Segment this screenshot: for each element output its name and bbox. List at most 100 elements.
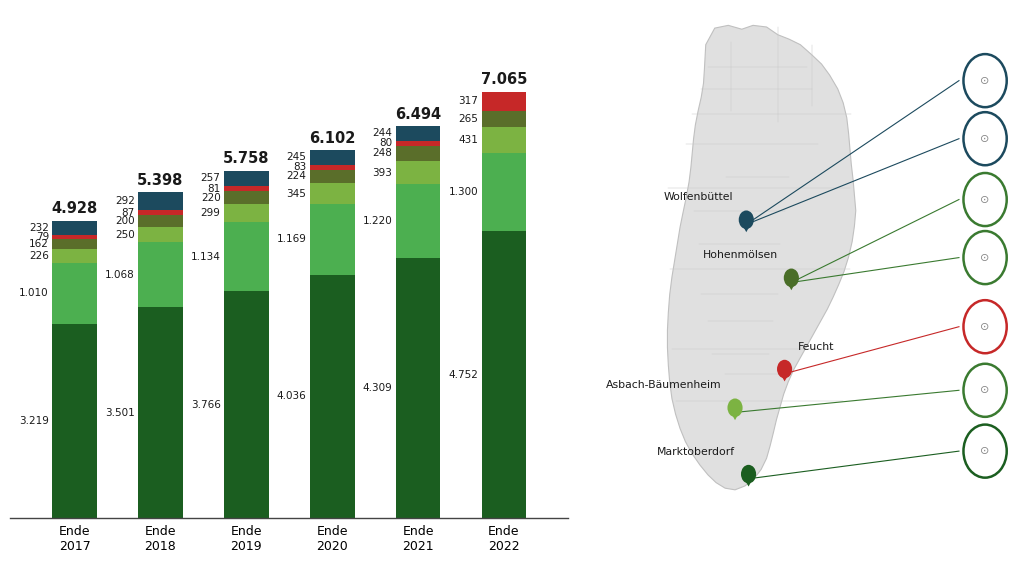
Circle shape [964,112,1007,165]
Text: Feucht: Feucht [798,342,835,351]
Text: Wolfenbüttel: Wolfenbüttel [664,192,733,202]
Circle shape [738,210,754,229]
Bar [224,291,268,518]
Text: 257: 257 [201,173,220,183]
Text: 317: 317 [459,96,478,106]
Text: 1.220: 1.220 [362,216,392,226]
Text: 81: 81 [207,184,220,194]
Bar [481,111,526,127]
Text: 393: 393 [373,168,392,177]
Text: ⊙: ⊙ [980,75,990,86]
Text: 220: 220 [201,193,220,203]
Text: 162: 162 [29,240,49,249]
Bar [310,183,354,204]
Bar [224,191,268,204]
Text: ⊙: ⊙ [980,134,990,143]
Bar [224,186,268,191]
Polygon shape [741,474,756,487]
Circle shape [741,465,756,483]
Text: 4.036: 4.036 [276,392,306,401]
Bar [138,228,183,242]
Text: 7.065: 7.065 [480,73,527,88]
Bar [310,275,354,518]
Bar [481,92,526,111]
Text: ⊙: ⊙ [980,253,990,263]
Text: ⊙: ⊙ [980,446,990,456]
Text: 3.219: 3.219 [19,416,49,426]
Polygon shape [728,408,742,420]
Circle shape [964,231,1007,284]
Bar [481,232,526,518]
Text: 245: 245 [287,152,306,162]
Bar [395,184,440,258]
Text: 1.169: 1.169 [276,234,306,244]
Text: 83: 83 [293,162,306,172]
Text: 1.068: 1.068 [105,270,135,279]
Bar [395,146,440,161]
Bar [395,141,440,146]
Text: 265: 265 [459,113,478,124]
Text: 431: 431 [459,135,478,145]
Text: 224: 224 [287,171,306,181]
Text: 4.309: 4.309 [362,383,392,393]
Text: 248: 248 [373,148,392,158]
Text: 3.501: 3.501 [105,408,135,418]
Bar [52,324,97,518]
Text: 292: 292 [115,196,135,206]
Circle shape [964,425,1007,478]
Text: 6.102: 6.102 [309,131,355,146]
Circle shape [964,173,1007,226]
Polygon shape [739,220,754,232]
Text: 79: 79 [36,232,49,242]
Circle shape [783,268,799,287]
Polygon shape [784,278,799,290]
Circle shape [727,399,742,417]
Text: 1.134: 1.134 [190,252,220,262]
Bar [395,258,440,518]
Circle shape [964,54,1007,107]
Text: 250: 250 [115,230,135,240]
Bar [52,249,97,263]
Bar [52,240,97,249]
Bar [138,192,183,210]
Bar [310,169,354,183]
Bar [224,222,268,291]
Bar [138,215,183,228]
Text: Asbach-Bäumenheim: Asbach-Bäumenheim [606,380,722,391]
Text: 200: 200 [115,216,135,226]
Text: 4.928: 4.928 [51,202,97,217]
Text: 345: 345 [287,188,306,199]
Text: Marktoberdorf: Marktoberdorf [657,446,735,457]
Text: 87: 87 [122,207,135,218]
Bar [52,263,97,324]
Bar [224,204,268,222]
Bar [481,153,526,232]
Text: Hohenmölsen: Hohenmölsen [702,251,778,260]
Bar [52,221,97,234]
Bar [481,127,526,153]
Text: 232: 232 [29,223,49,233]
Text: 1.300: 1.300 [449,187,478,197]
Text: ⊙: ⊙ [980,322,990,332]
Circle shape [964,364,1007,417]
Circle shape [777,360,793,378]
Text: ⊙: ⊙ [980,195,990,204]
Polygon shape [668,25,856,490]
Text: 4.752: 4.752 [449,370,478,380]
Text: 299: 299 [201,209,220,218]
Text: 244: 244 [373,128,392,138]
Text: ⊙: ⊙ [980,385,990,395]
Bar [52,234,97,240]
Circle shape [964,300,1007,353]
Bar [395,126,440,141]
Text: 5.398: 5.398 [137,173,183,188]
Bar [224,170,268,186]
Bar [395,161,440,184]
Bar [310,150,354,165]
Text: 1.010: 1.010 [19,289,49,298]
Bar [310,204,354,275]
Text: 80: 80 [379,138,392,148]
Bar [310,165,354,169]
Text: 226: 226 [29,251,49,261]
Bar [138,242,183,307]
